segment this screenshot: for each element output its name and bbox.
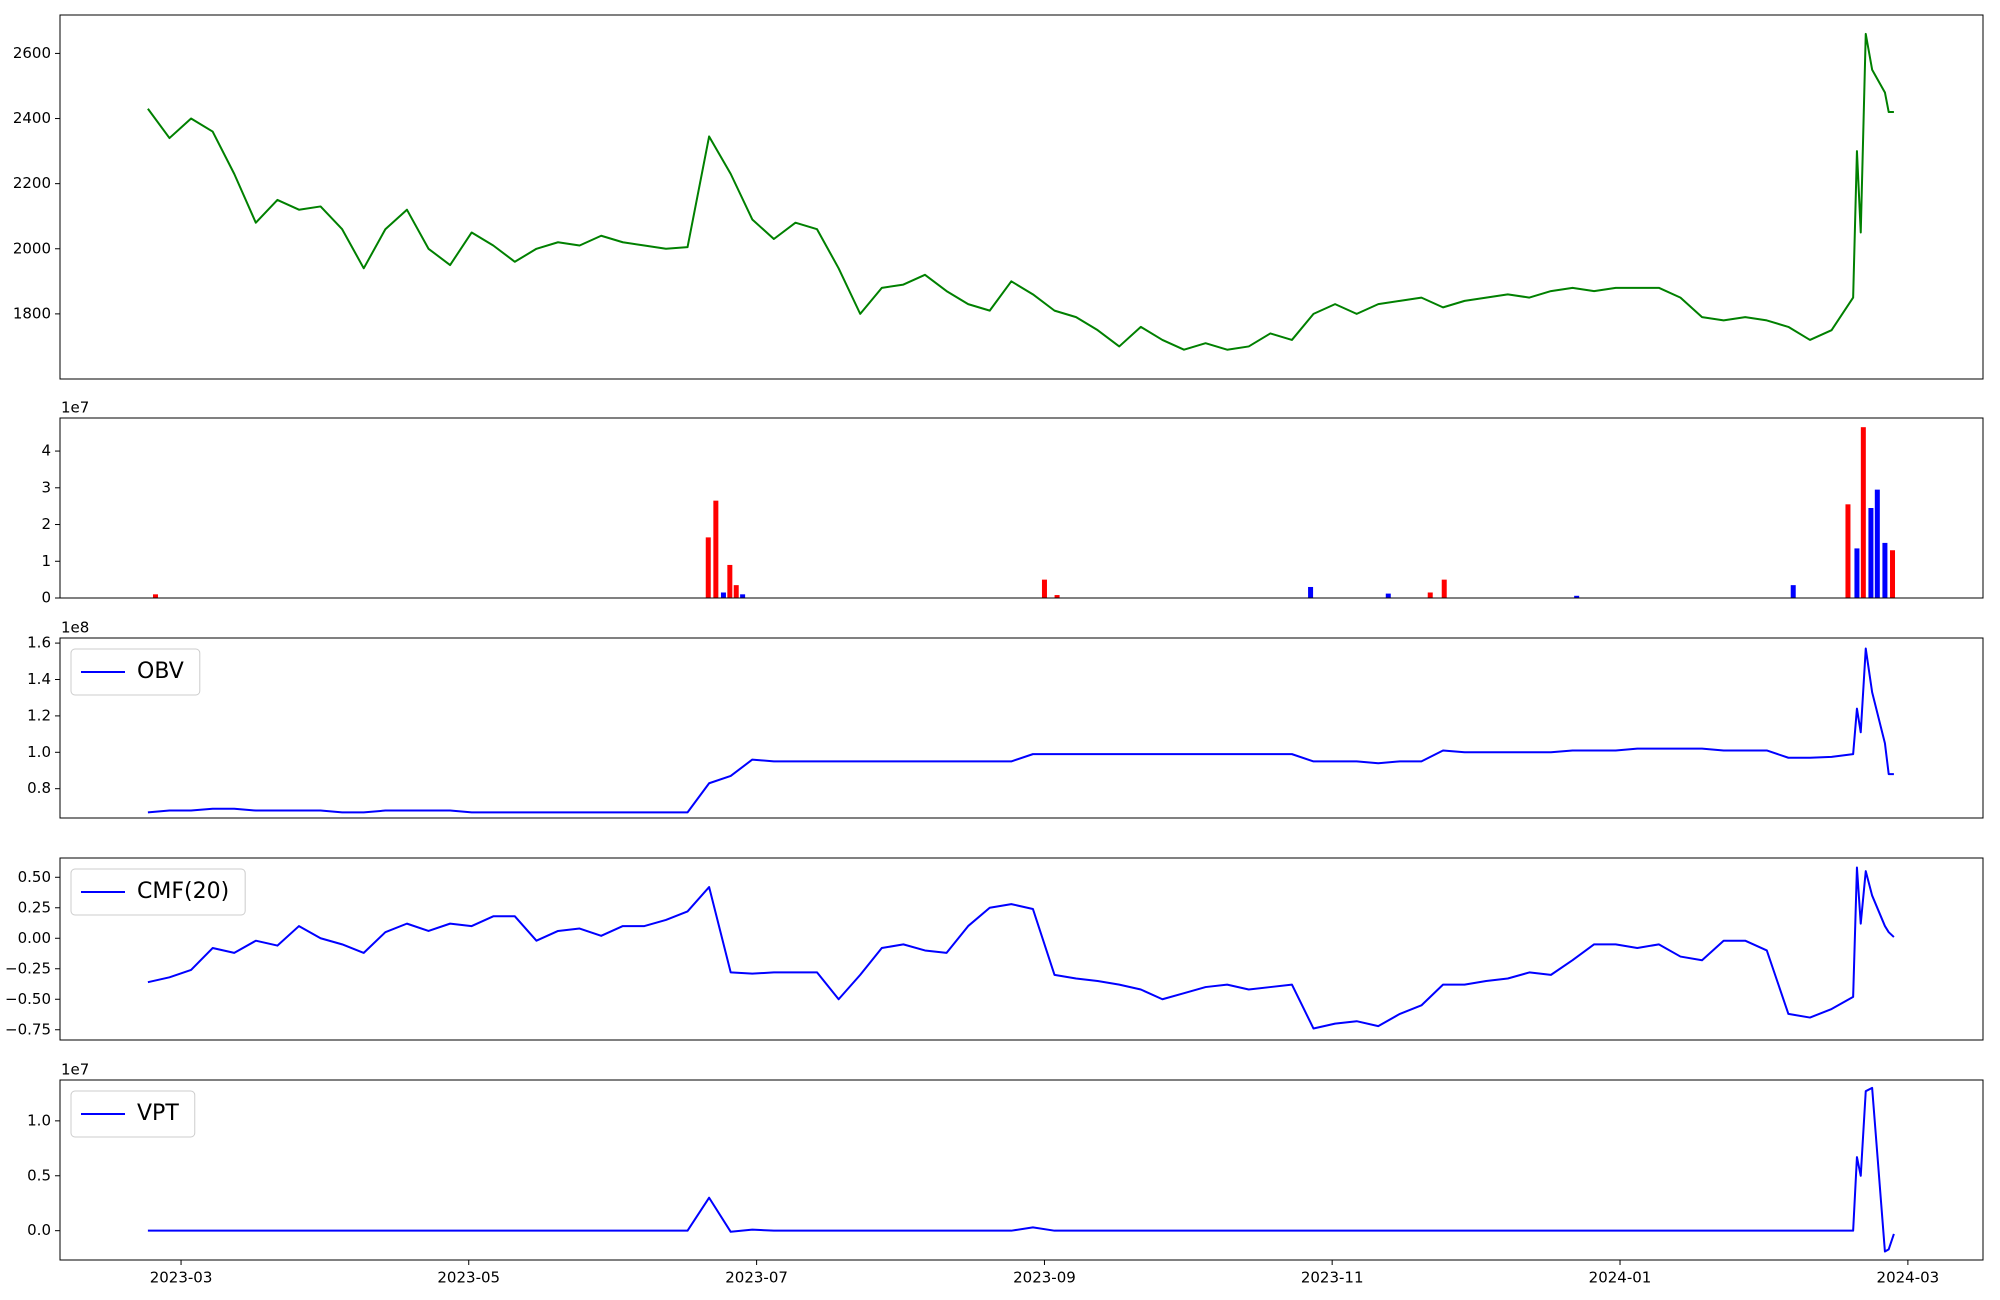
legend-label: CMF(20) (137, 879, 229, 904)
x-tick-label: 2023-05 (437, 1269, 500, 1287)
y-tick-label: 1.0 (27, 743, 51, 761)
y-tick-label: 2 (41, 515, 51, 533)
y-tick-label: −0.25 (5, 959, 51, 977)
bar (1385, 593, 1391, 598)
y-tick-label: 0.25 (18, 898, 51, 916)
legend-box (70, 1090, 196, 1138)
line (147, 866, 1895, 1030)
line (147, 1086, 1895, 1253)
line (147, 32, 1894, 351)
x-tick-label: 2024-03 (1877, 1269, 1940, 1287)
bar (713, 500, 719, 598)
offset-text: 1e7 (61, 1061, 89, 1079)
y-tick-label: 0.50 (18, 868, 51, 886)
y-tick-label: 1.0 (27, 1111, 51, 1129)
y-tick-label: 0.8 (27, 779, 51, 797)
legend-label: OBV (137, 659, 184, 684)
y-tick-label: 1800 (13, 304, 51, 322)
x-tick-label: 2023-09 (1013, 1269, 1076, 1287)
bar (1854, 548, 1860, 598)
bar (1868, 508, 1874, 598)
bar (1882, 542, 1888, 598)
x-tick-label: 2023-07 (725, 1269, 788, 1287)
legend-box (70, 868, 246, 916)
bar (705, 537, 711, 598)
x-tick-label: 2023-03 (150, 1269, 213, 1287)
y-tick-label: 0.00 (18, 929, 51, 947)
y-tick-label: 2600 (13, 44, 51, 62)
axes-frame (59, 1079, 1984, 1261)
bar (1441, 579, 1447, 598)
line (147, 647, 1894, 814)
y-tick-label: 0.0 (27, 1221, 51, 1239)
bar (1790, 585, 1796, 598)
y-tick-label: 1.6 (27, 634, 51, 652)
legend-box (70, 648, 201, 696)
axes-frame (59, 857, 1984, 1041)
bar (1427, 592, 1433, 598)
bar (1890, 550, 1896, 598)
bar (1308, 586, 1314, 598)
y-tick-label: 1 (41, 552, 51, 570)
bar (152, 594, 158, 598)
bar (727, 564, 733, 598)
axes-frame (59, 14, 1984, 380)
y-tick-label: 1.4 (27, 670, 51, 688)
bar (1054, 595, 1060, 598)
offset-text: 1e7 (61, 399, 89, 417)
bar (1041, 579, 1047, 598)
axes-frame (59, 637, 1984, 819)
bar (720, 592, 726, 598)
y-tick-label: 2000 (13, 239, 51, 257)
y-tick-label: 1.2 (27, 706, 51, 724)
bar (740, 594, 746, 598)
y-tick-label: −0.75 (5, 1020, 51, 1038)
bar (733, 585, 739, 598)
y-tick-label: 3 (41, 478, 51, 496)
y-tick-label: 2400 (13, 109, 51, 127)
bar (1845, 504, 1851, 598)
y-tick-label: 4 (41, 442, 51, 460)
bar (1860, 427, 1866, 598)
x-tick-label: 2024-01 (1589, 1269, 1652, 1287)
bar (1874, 489, 1880, 598)
offset-text: 1e8 (61, 619, 89, 637)
bar (1574, 595, 1580, 598)
axes-frame (59, 417, 1984, 599)
y-tick-label: 0 (41, 589, 51, 607)
y-tick-label: 2200 (13, 174, 51, 192)
y-tick-label: 0.5 (27, 1166, 51, 1184)
y-tick-label: −0.50 (5, 990, 51, 1008)
x-tick-label: 2023-11 (1301, 1269, 1364, 1287)
legend-label: VPT (137, 1101, 179, 1126)
